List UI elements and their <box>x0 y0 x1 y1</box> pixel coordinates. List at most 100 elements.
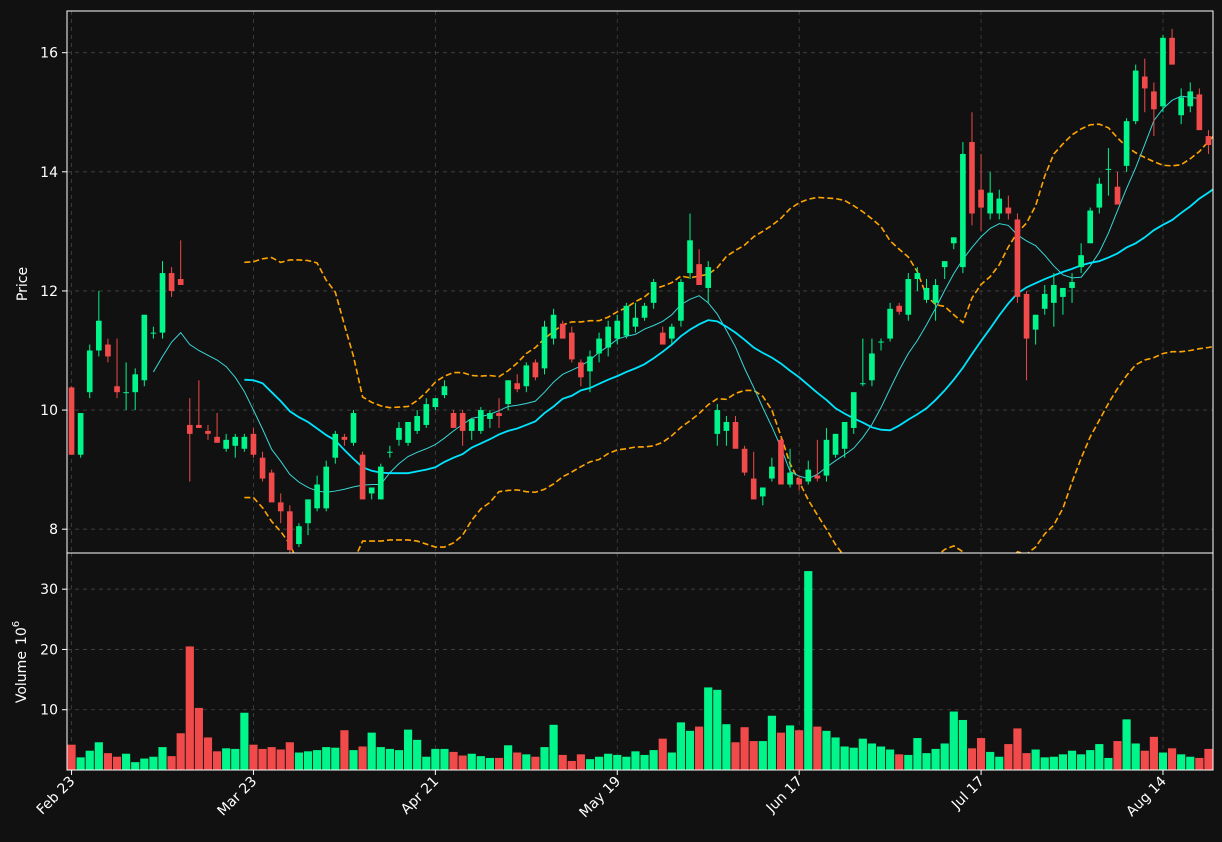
volume-bar <box>594 756 604 770</box>
candle-body <box>714 410 721 434</box>
volume-bar <box>676 722 686 770</box>
volume-bar <box>804 571 813 770</box>
candle-body <box>450 413 457 428</box>
price-y-tick-label: 12 <box>40 284 58 300</box>
band-lower-line <box>244 345 1213 553</box>
volume-bar <box>413 739 422 770</box>
volume-bar <box>740 727 749 770</box>
volume-axis-exponent-power: 6 <box>11 621 22 627</box>
candle-body <box>332 433 339 458</box>
candle-body <box>732 421 739 449</box>
candle-body <box>759 487 766 497</box>
volume-bar <box>322 747 331 770</box>
volume-bar <box>467 753 476 770</box>
candle-body <box>523 365 530 387</box>
candle-body <box>878 341 884 343</box>
candle-body <box>86 350 93 393</box>
candle-body <box>241 436 248 449</box>
candle-body <box>496 413 502 417</box>
candle-body <box>814 475 821 479</box>
candle-body <box>114 386 120 393</box>
candle-body <box>141 314 148 381</box>
volume-bar <box>1204 748 1213 770</box>
candle-body <box>860 383 866 385</box>
candle-body <box>1196 94 1203 131</box>
volume-bar <box>203 737 213 770</box>
volume-bar <box>813 726 822 770</box>
volume-bar <box>776 732 786 770</box>
volume-bar <box>622 756 631 770</box>
candle-body <box>1169 37 1175 65</box>
volume-bar <box>976 738 986 770</box>
volume-bar <box>1031 749 1040 770</box>
volume-bar <box>685 730 695 770</box>
candle-body <box>960 153 966 268</box>
band-upper-line <box>244 123 1213 409</box>
candle-body <box>996 198 1003 214</box>
volume-bar <box>931 748 940 770</box>
candle-body <box>978 189 984 208</box>
price-y-tick-label: 10 <box>40 403 58 419</box>
price-y-ticks: 8 10 12 14 16 <box>40 46 67 538</box>
volume-bar <box>294 752 304 770</box>
price-axis-label: Price <box>15 267 31 301</box>
candle-body <box>1141 76 1148 89</box>
candle-body <box>987 192 993 214</box>
candle-body <box>186 424 193 434</box>
volume-grid <box>67 553 1213 770</box>
volume-bar <box>1195 757 1204 770</box>
volume-bar <box>1058 754 1068 770</box>
volume-bar <box>576 754 585 770</box>
volume-bar <box>131 762 140 770</box>
volume-bar <box>422 756 431 770</box>
volume-bar <box>112 756 122 770</box>
volume-bar <box>1040 757 1049 770</box>
volume-bar <box>1077 754 1086 770</box>
volume-bar <box>1122 719 1131 770</box>
volume-bar <box>403 729 413 770</box>
candle-body <box>205 430 211 434</box>
volume-bar <box>895 754 904 770</box>
volume-axis-label-text: Volume <box>14 651 30 703</box>
candle-body <box>632 317 639 327</box>
candle-body <box>1078 255 1084 268</box>
candle-body <box>841 421 848 449</box>
candle-body <box>232 436 239 446</box>
volume-bar <box>531 756 540 770</box>
volume-axis-exponent-base: 10 <box>14 627 30 645</box>
volume-bar <box>749 741 758 770</box>
candle-body <box>1051 284 1057 303</box>
volume-bar <box>849 747 858 770</box>
candle-body <box>1096 183 1103 208</box>
candle-body <box>287 511 293 551</box>
volume-bar <box>1004 744 1013 770</box>
candle-body <box>223 439 229 449</box>
price-y-tick-label: 14 <box>40 165 58 181</box>
volume-bar <box>1113 741 1122 770</box>
candle-body <box>1160 37 1166 107</box>
volume-bar <box>258 748 267 770</box>
candle-body <box>414 416 420 431</box>
volume-bar <box>731 742 740 770</box>
volume-bars <box>67 571 1213 770</box>
candle-body <box>969 142 975 214</box>
price-panel: 8 10 12 14 16 Price <box>15 10 1214 554</box>
candle-body <box>96 320 102 351</box>
volume-y-tick-label: 10 <box>40 703 58 719</box>
candle-body <box>805 469 812 482</box>
price-series <box>68 28 1213 553</box>
volume-bar <box>485 757 495 770</box>
volume-bar <box>1158 752 1168 770</box>
volume-bar <box>1140 750 1149 770</box>
volume-bar <box>313 750 322 770</box>
ma-slow-line <box>244 188 1213 475</box>
volume-bar <box>922 753 931 770</box>
candle-body <box>259 457 266 479</box>
volume-bar <box>1131 743 1140 770</box>
volume-bar <box>876 746 886 770</box>
candle-body <box>587 356 593 372</box>
volume-bar <box>695 726 704 770</box>
candle-body <box>832 433 839 455</box>
volume-bar <box>231 748 240 770</box>
